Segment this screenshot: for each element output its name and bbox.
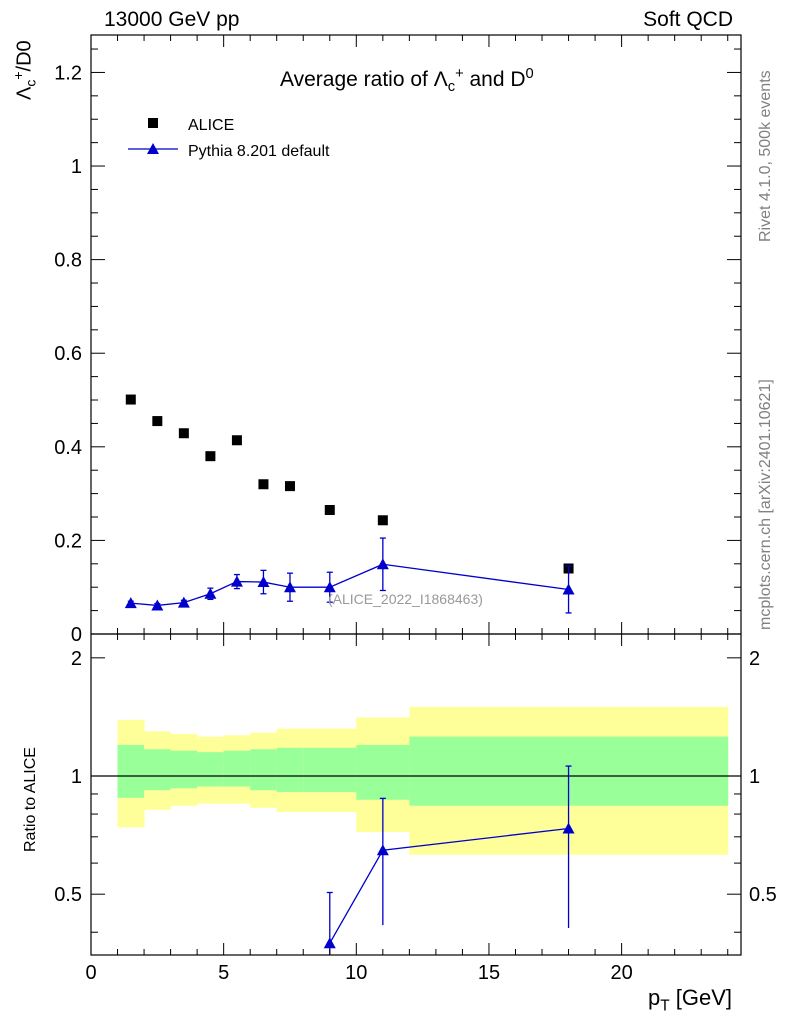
pythia-point-9 — [562, 583, 575, 595]
chart-title: Average ratio of Λc+ and D0 — [280, 66, 534, 96]
axis-ticks — [90, 35, 741, 955]
pythia-point-8 — [376, 558, 389, 570]
inner-band-2 — [170, 750, 198, 789]
ratio-point-2 — [562, 822, 575, 834]
pythia-point-1 — [151, 599, 164, 611]
pythia-point-3 — [204, 587, 217, 599]
ratio-ytick-label-left: 1 — [71, 766, 82, 788]
x-tick-label: 5 — [218, 962, 229, 984]
pythia-line — [130, 563, 569, 607]
x-tick-label: 0 — [85, 962, 96, 984]
ratio-point-1 — [376, 844, 389, 856]
alice-point-1 — [152, 416, 163, 427]
ratio-ytick-label-left: 2 — [71, 648, 82, 670]
alice-point-2 — [178, 428, 189, 439]
plot-frames — [90, 34, 742, 956]
ratio-frame — [90, 633, 742, 956]
alice-point-0 — [125, 394, 136, 405]
ratio-uncertainty-bands — [117, 706, 729, 855]
x-tick-label: 10 — [345, 962, 367, 984]
main-ytick-label: 0 — [71, 624, 82, 646]
inner-band-6 — [276, 747, 304, 793]
pythia-point-5 — [257, 576, 270, 588]
legend-alice-label: ALICE — [188, 117, 234, 134]
ratio-ytick-label-right: 1 — [749, 766, 760, 788]
inner-band-1 — [144, 749, 172, 791]
legend: ALICE Pythia 8.201 default — [128, 117, 330, 160]
alice-point-6 — [284, 481, 295, 492]
alice-point-8 — [377, 515, 388, 526]
main-ytick-label: 1 — [71, 156, 82, 178]
main-ytick-label: 1.2 — [54, 62, 82, 84]
main-ytick-label: 0.6 — [54, 343, 82, 365]
main-ytick-label: 0.2 — [54, 530, 82, 552]
pythia-point-4 — [230, 575, 243, 587]
x-tick-label: 15 — [478, 962, 500, 984]
x-axis-label: pT [GeV] — [648, 985, 733, 1015]
inner-band-4 — [223, 750, 251, 787]
inner-band-8 — [356, 744, 410, 800]
ratio-ytick-label-right: 2 — [749, 648, 760, 670]
analysis-id-annotation: (ALICE_2022_I1868463) — [328, 591, 483, 607]
header-right-label: Soft QCD — [643, 8, 733, 31]
alice-point-5 — [258, 479, 269, 490]
ratio-ytick-label-right: 0.5 — [749, 884, 777, 906]
x-tick-label: 20 — [610, 962, 632, 984]
main-ytick-label: 0.8 — [54, 250, 82, 272]
pythia-point-2 — [177, 596, 190, 608]
inner-band-0 — [117, 744, 145, 798]
header-left-label: 13000 GeV pp — [104, 8, 240, 31]
ratio-point-0 — [323, 937, 336, 949]
alice-point-7 — [324, 504, 335, 515]
pythia-point-6 — [283, 581, 296, 593]
pythia-point-7 — [323, 581, 336, 593]
inner-band-7 — [303, 747, 357, 793]
legend-pythia-marker — [147, 143, 159, 154]
alice-point-4 — [231, 435, 242, 446]
axis-tick-labels: 00.20.40.60.811.20.5 0.51 12 20 5 10 15 20 — [54, 62, 777, 984]
inner-band-5 — [250, 749, 278, 791]
main-series-layer — [124, 394, 575, 614]
ratio-ytick-label-left: 0.5 — [54, 884, 82, 906]
legend-alice-marker — [148, 118, 158, 128]
main-ytick-label: 0.4 — [54, 437, 82, 459]
legend-pythia-label: Pythia 8.201 default — [188, 143, 330, 160]
alice-point-3 — [205, 451, 216, 462]
inner-band-3 — [197, 752, 225, 787]
pythia-point-0 — [124, 597, 137, 609]
